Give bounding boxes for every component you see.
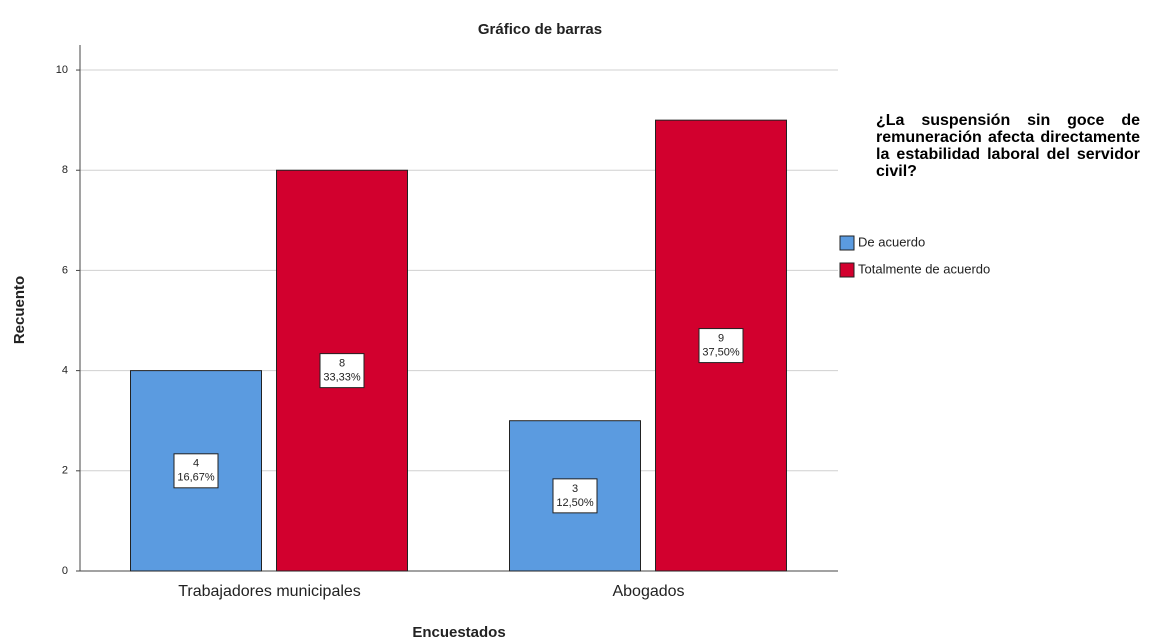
y-tick-label: 8 (62, 164, 68, 176)
x-axis-title: Encuestados (412, 624, 505, 641)
data-label-box (173, 453, 219, 489)
chart-title: Gráfico de barras (478, 21, 602, 38)
data-label-box (319, 353, 365, 389)
legend-swatch (839, 262, 855, 278)
y-tick-label: 10 (56, 64, 68, 76)
y-tick-label: 4 (62, 365, 68, 377)
data-label-box (698, 328, 744, 364)
data-label-percent: 37,50% (702, 346, 740, 358)
data-label-box (552, 478, 598, 514)
y-tick-label: 6 (62, 264, 68, 276)
data-label-percent: 16,67% (177, 472, 215, 484)
x-tick-label: Trabajadores municipales (178, 583, 361, 600)
y-tick-label: 2 (62, 465, 68, 477)
data-label-percent: 12,50% (556, 497, 594, 509)
data-label: 4 (193, 458, 199, 470)
legend-swatch (839, 235, 855, 251)
y-axis-title: Recuento (11, 276, 28, 344)
legend-label: Totalmente de acuerdo (858, 261, 990, 276)
legend-title: ¿La suspensión sin goce de remuneración … (876, 112, 1140, 180)
legend-label: De acuerdo (858, 234, 925, 249)
data-label: 3 (572, 483, 578, 495)
data-label: 9 (718, 332, 724, 344)
data-label: 8 (339, 358, 345, 370)
data-label-percent: 33,33% (323, 372, 361, 384)
y-tick-label: 0 (62, 565, 68, 577)
x-tick-label: Abogados (612, 583, 684, 600)
